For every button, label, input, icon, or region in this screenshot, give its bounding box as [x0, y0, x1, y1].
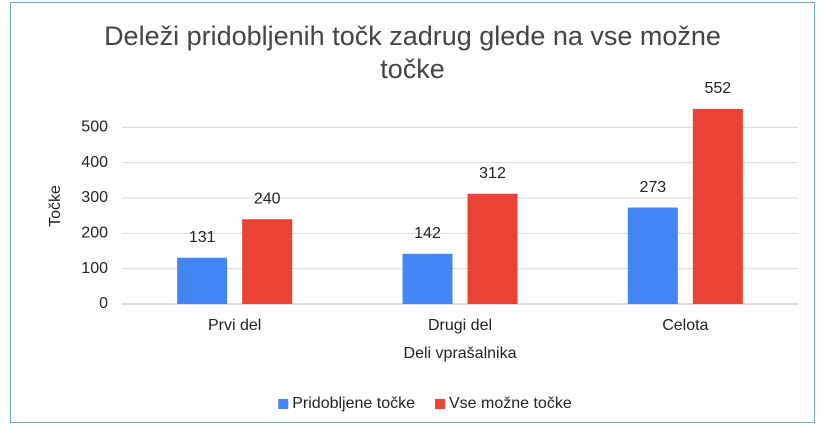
legend-label: Pridobljene točke: [292, 395, 415, 412]
bar: [692, 108, 743, 305]
data-label: 131: [189, 229, 216, 246]
chart-frame: [10, 2, 815, 423]
legend-label: Vse možne točke: [449, 395, 572, 412]
bar: [627, 207, 678, 304]
x-tick-label: Drugi del: [428, 317, 492, 334]
y-tick-label: 400: [81, 154, 108, 171]
bar: [177, 257, 228, 304]
legend-swatch: [278, 399, 289, 409]
data-label: 273: [639, 179, 666, 196]
y-tick-label: 100: [81, 260, 108, 277]
x-tick-label: Prvi del: [208, 317, 261, 334]
y-tick-label: 300: [81, 189, 108, 206]
y-axis-label: Točke: [47, 185, 64, 227]
y-tick-label: 200: [81, 225, 108, 242]
data-label: 552: [704, 80, 731, 97]
x-axis-label: Deli vprašalnika: [404, 345, 517, 362]
x-tick-label: Celota: [662, 317, 708, 334]
y-tick-label: 500: [81, 119, 108, 136]
y-tick-label: 0: [99, 295, 108, 312]
chart-title: Deleži pridobljenih točk zadrug glede na…: [104, 21, 721, 84]
data-label: 240: [254, 190, 281, 207]
data-label: 312: [479, 165, 506, 182]
bar: [402, 253, 453, 304]
legend-swatch: [435, 399, 446, 409]
bar: [242, 219, 293, 304]
data-label: 142: [414, 225, 441, 242]
bar: [467, 193, 518, 304]
